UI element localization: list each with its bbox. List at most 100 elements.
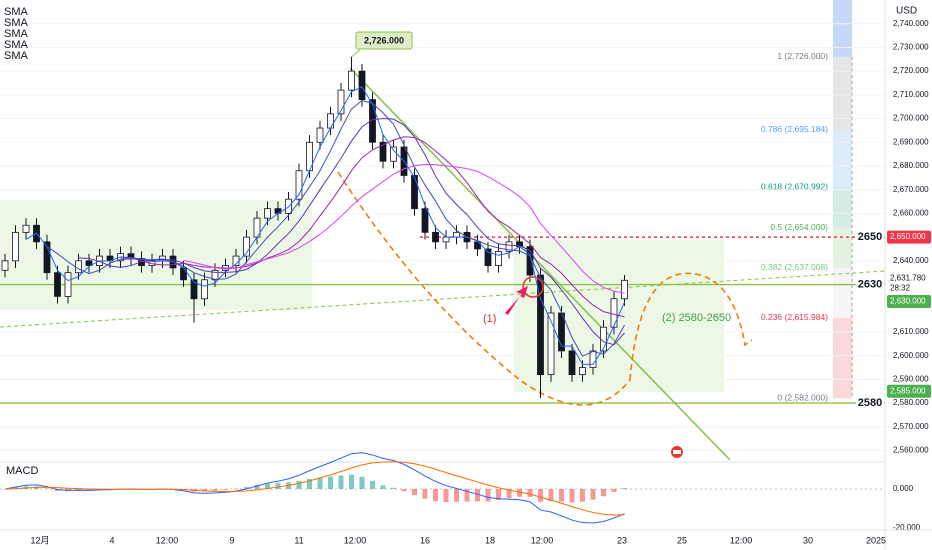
- annotation: (1): [483, 313, 496, 325]
- macd-hist: [622, 488, 627, 489]
- macd-hist: [380, 485, 386, 489]
- sma-line: [46, 99, 625, 357]
- candle-body: [54, 272, 61, 297]
- macd-hist: [370, 481, 375, 489]
- macd-hist: [496, 489, 501, 501]
- candle-body: [75, 260, 82, 274]
- candle-body: [64, 272, 72, 297]
- x-tick-label: 12:00: [531, 535, 554, 545]
- candle-body: [484, 248, 492, 266]
- candle-body: [610, 298, 618, 328]
- macd-title: MACD: [6, 465, 38, 477]
- fib-zone: [833, 317, 852, 399]
- fib-zone: [833, 227, 852, 268]
- macd-hist: [317, 477, 323, 489]
- projection-curve: [629, 272, 753, 381]
- fib-label: 0.618 (2,670.992): [761, 182, 828, 192]
- macd-hist: [2, 489, 8, 490]
- macd-hist: [296, 480, 302, 489]
- fib-label: 0.5 (2,654.000): [770, 222, 828, 232]
- y-tick-label: 2,690.000: [893, 137, 929, 146]
- macd-hist: [44, 488, 50, 489]
- candle-body: [43, 241, 51, 274]
- price-badge-label: 2,630.000: [890, 297, 926, 306]
- down-trend: [349, 67, 731, 461]
- sma-line: [25, 86, 625, 365]
- candle-body: [379, 141, 387, 162]
- price-badge: [887, 230, 931, 244]
- y-tick-label: 2,600.000: [893, 351, 929, 360]
- macd-hist: [328, 476, 333, 489]
- macd-hist: [338, 475, 344, 489]
- level-label: 2650: [858, 231, 882, 243]
- candle-body: [568, 350, 576, 376]
- candle-body: [22, 224, 30, 233]
- y-tick-label: 2,740.000: [893, 19, 929, 28]
- arrow: [505, 286, 528, 315]
- fib-zone: [833, 0, 852, 57]
- x-tick-label: 12:00: [344, 535, 367, 545]
- candle-body: [180, 267, 187, 281]
- price-badge: [887, 295, 931, 309]
- macd-hist: [454, 489, 459, 502]
- countdown: 28:32: [890, 283, 911, 292]
- candle-body: [201, 279, 208, 300]
- y-tick-label: 2,700.000: [893, 114, 929, 123]
- price-badge: [887, 271, 931, 285]
- fib-zone: [833, 187, 852, 228]
- y-tick-label: 2,580.000: [893, 398, 929, 407]
- macd-hist: [538, 489, 543, 502]
- indicator-label: SMA: [4, 28, 29, 40]
- projection-curve: [337, 171, 631, 406]
- macd-hist: [401, 489, 407, 492]
- macd-hist: [275, 483, 281, 489]
- sma-line: [183, 163, 625, 294]
- macd-hist: [601, 489, 606, 497]
- candle-body: [432, 231, 439, 243]
- annotation: (2) 2580-2650: [662, 312, 731, 324]
- level-label: 2630: [858, 278, 882, 290]
- x-tick-label: 18: [485, 535, 495, 545]
- candle-body: [505, 241, 513, 252]
- candle-body: [547, 312, 555, 376]
- candle-body: [295, 170, 303, 200]
- sma-line: [120, 136, 625, 318]
- level-tag: [856, 276, 884, 293]
- macd-hist: [233, 488, 239, 490]
- macd-hist: [569, 489, 575, 503]
- macd-hist: [265, 483, 270, 489]
- candle-body: [1, 260, 9, 271]
- candle-body: [390, 146, 397, 162]
- macd-hist: [548, 489, 554, 501]
- price-badge-label: 2,585.000: [890, 386, 926, 395]
- macd-hist: [475, 489, 480, 502]
- candle-body: [537, 274, 544, 376]
- x-tick-label: 23: [617, 535, 627, 545]
- x-tick-label: 16: [420, 535, 430, 545]
- candle-body: [12, 231, 19, 262]
- fib-label: 0.236 (2,615.984): [761, 312, 828, 322]
- macd-hist: [433, 489, 438, 502]
- fib-label: 1 (2,726.000): [777, 51, 828, 61]
- macd-hist: [412, 489, 417, 496]
- candle-body: [358, 70, 366, 100]
- candle-body: [327, 113, 334, 129]
- candle-body: [526, 246, 534, 276]
- candle-body: [369, 99, 376, 143]
- candle-body: [474, 241, 481, 250]
- macd-hist: [517, 489, 522, 497]
- y-tick-label: 2,560.000: [893, 446, 929, 455]
- y-tick-label: 2,570.000: [893, 422, 929, 431]
- price-badge: [887, 384, 931, 398]
- y-tick-label: 2,710.000: [893, 90, 929, 99]
- candle-body: [316, 127, 324, 143]
- y-tick-label: 2,670.000: [893, 185, 929, 194]
- currency: USD: [896, 6, 917, 17]
- macd-hist: [244, 487, 249, 489]
- macd-hist: [464, 489, 470, 502]
- candle-body: [421, 208, 429, 233]
- y-tick-label: 2,680.000: [893, 161, 929, 170]
- macd-hist: [391, 487, 396, 489]
- fib-label: 0.382 (2,637.008): [761, 262, 828, 272]
- fib-label: 0 (2,582.000): [777, 393, 828, 403]
